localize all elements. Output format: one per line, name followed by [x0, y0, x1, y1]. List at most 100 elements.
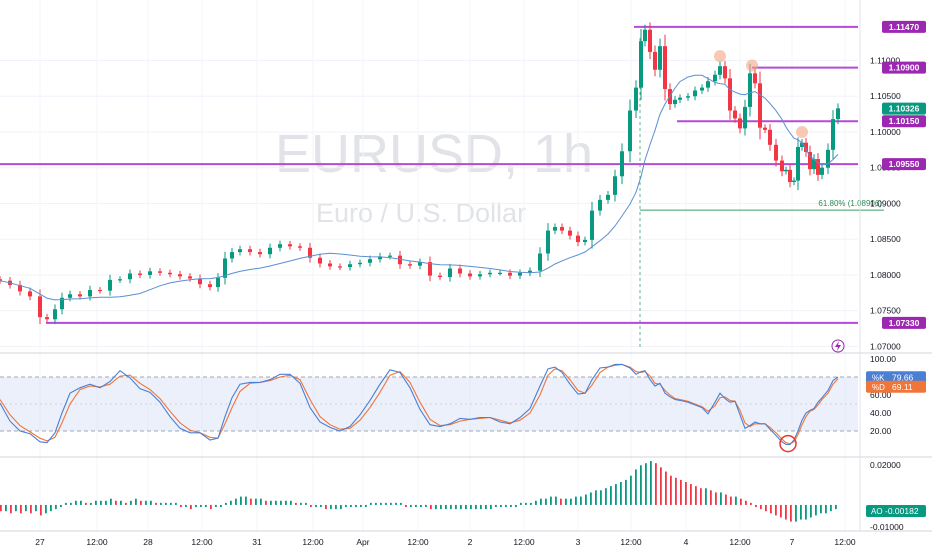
ao-bar: [450, 504, 452, 510]
ao-bar: [10, 504, 12, 514]
price-tick-label: 1.08500: [870, 234, 901, 244]
ao-bar: [75, 500, 77, 505]
candle-body: [748, 73, 752, 107]
ao-bar: [0, 504, 2, 512]
ao-bar: [500, 504, 502, 508]
ao-bar: [25, 504, 27, 512]
candle-body: [693, 90, 697, 97]
candle-body: [628, 110, 632, 152]
candle-body: [528, 270, 532, 273]
candle-body: [758, 83, 762, 128]
time-tick-label: 3: [576, 537, 581, 547]
ao-tick-label: 0.02000: [870, 460, 901, 470]
ao-bar: [40, 504, 42, 516]
ao-bar: [375, 502, 377, 505]
ao-bar: [720, 492, 722, 505]
ao-bar: [665, 471, 667, 505]
ao-bar: [70, 502, 72, 505]
candle-body: [743, 106, 747, 129]
ao-bar: [780, 504, 782, 518]
stochastic-k-tag-name: %K: [872, 373, 885, 382]
ao-bar: [150, 500, 152, 505]
candle-body: [620, 151, 624, 177]
ao-bar: [680, 479, 682, 505]
ao-bar: [85, 502, 87, 505]
ao-bar: [515, 504, 517, 508]
candle-body: [763, 127, 767, 130]
ao-bar: [420, 504, 422, 508]
lightning-icon: [831, 339, 845, 353]
ao-bar: [725, 494, 727, 505]
candle-body: [658, 46, 662, 70]
ao-bar: [135, 498, 137, 505]
ao-bar: [455, 504, 457, 510]
ao-bar: [475, 504, 477, 510]
candle-body: [28, 291, 32, 297]
candle-body: [258, 252, 262, 255]
ao-bar: [640, 465, 642, 505]
ao-bar: [95, 500, 97, 505]
ao-bar: [775, 504, 777, 516]
candle-body: [238, 249, 242, 253]
ao-bar: [340, 504, 342, 510]
ao-bar: [350, 504, 352, 508]
ao-bar: [825, 504, 827, 514]
ao-bar: [610, 486, 612, 505]
ao-bar: [715, 492, 717, 505]
ao-bar: [410, 504, 412, 508]
candle-body: [78, 294, 82, 297]
ao-bar: [370, 502, 372, 505]
ao-bar: [270, 500, 272, 505]
time-tick-label: 12:00: [302, 537, 324, 547]
candle-body: [723, 66, 727, 79]
ao-bar: [635, 469, 637, 505]
level-price-tag: [882, 316, 926, 329]
ao-bar: [225, 502, 227, 505]
stochastic-pane[interactable]: [0, 363, 858, 453]
candle-body: [230, 252, 234, 259]
ao-bar: [835, 504, 837, 510]
candle-body: [248, 249, 252, 253]
candle-body: [518, 272, 522, 276]
level-price-tag-label: 1.10900: [889, 63, 920, 73]
candle-body: [408, 264, 412, 266]
awesome-oscillator-pane[interactable]: [0, 461, 837, 522]
ao-bar: [770, 504, 772, 514]
ao-bar: [760, 504, 762, 510]
ao-bar: [615, 484, 617, 505]
ao-bar: [180, 504, 182, 508]
price-tick-label: 1.10500: [870, 91, 901, 101]
ao-bar: [295, 502, 297, 505]
candle-body: [448, 268, 452, 278]
time-tick-label: 12:00: [86, 537, 108, 547]
price-pane[interactable]: 61.80% (1.08906): [0, 22, 884, 353]
time-tick-label: 12:00: [729, 537, 751, 547]
ao-bar: [210, 504, 212, 510]
ao-bar: [175, 502, 177, 505]
candle-body: [68, 294, 72, 298]
time-tick-label: 7: [790, 537, 795, 547]
candle-body: [613, 176, 617, 195]
candle-body: [590, 210, 594, 240]
ao-bar: [260, 498, 262, 505]
candle-body: [308, 247, 312, 258]
candle-body: [508, 272, 512, 276]
candle-body: [168, 272, 172, 275]
ao-bar: [785, 504, 787, 520]
peak-marker: [714, 50, 726, 63]
ao-bar: [115, 500, 117, 505]
ao-bar: [570, 498, 572, 505]
candle-body: [546, 230, 550, 254]
ao-bar: [705, 488, 707, 505]
candle-body: [368, 259, 372, 263]
level-price-tag-label: 1.09550: [889, 159, 920, 169]
ao-bar: [190, 504, 192, 510]
candle-body: [0, 279, 2, 281]
candle-body: [398, 255, 402, 265]
candle-body: [223, 258, 227, 278]
ao-bar: [170, 502, 172, 505]
ao-bar: [305, 502, 307, 505]
candle-body: [738, 118, 742, 129]
candle-body: [700, 87, 704, 91]
